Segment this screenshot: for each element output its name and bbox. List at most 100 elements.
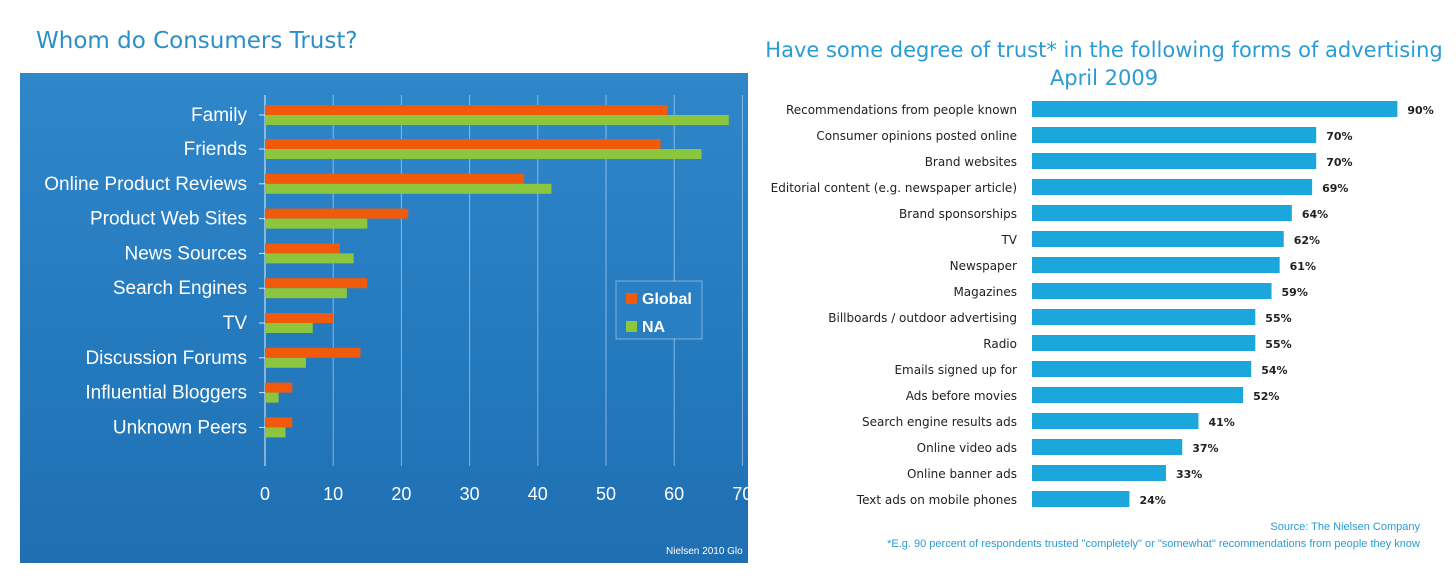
bar xyxy=(1032,361,1252,377)
bar-na xyxy=(265,427,286,438)
bar-na xyxy=(265,357,306,368)
bar-na xyxy=(265,392,279,403)
right-chart-title-line-2: April 2009 xyxy=(1049,66,1159,90)
category-label: Billboards / outdoor advertising xyxy=(828,311,1017,325)
category-label: Consumer opinions posted online xyxy=(816,129,1017,143)
bar xyxy=(1032,439,1183,455)
bar-global xyxy=(265,105,668,115)
bar xyxy=(1032,231,1284,247)
bar-global xyxy=(265,313,334,323)
category-label: Brand sponsorships xyxy=(899,207,1017,221)
bar xyxy=(1032,387,1244,403)
value-label: 70% xyxy=(1326,156,1352,169)
value-label: 52% xyxy=(1253,390,1279,403)
right-chart-footnote: *E.g. 90 percent of respondents trusted … xyxy=(887,538,1420,550)
category-label: Radio xyxy=(983,337,1017,351)
bar-global xyxy=(265,173,525,184)
right-chart-source: Source: The Nielsen Company xyxy=(1270,521,1420,533)
category-label: Text ads on mobile phones xyxy=(856,493,1017,507)
legend-label: Global xyxy=(642,291,692,308)
bar xyxy=(1032,153,1317,169)
value-label: 90% xyxy=(1407,104,1433,117)
category-label: Discussion Forums xyxy=(85,348,247,369)
right-chart-svg: Recommendations from people known 90% Cons… xyxy=(771,101,1434,507)
category-label: Recommendations from people known xyxy=(786,103,1017,117)
value-label: 62% xyxy=(1294,234,1320,247)
bar-global xyxy=(265,382,293,393)
value-label: 59% xyxy=(1282,286,1308,299)
right-chart-title: Have some degree of trust* in the follow… xyxy=(760,36,1448,92)
bar-global xyxy=(265,347,361,358)
value-label: 54% xyxy=(1261,364,1287,377)
bar-global xyxy=(265,243,341,254)
value-label: 33% xyxy=(1176,468,1202,481)
category-label: Newspaper xyxy=(950,259,1017,273)
value-label: 24% xyxy=(1139,494,1165,507)
bar xyxy=(1032,205,1292,221)
category-label: Editorial content (e.g. newspaper articl… xyxy=(771,181,1017,195)
category-label: Unknown Peers xyxy=(113,417,247,438)
bar-na xyxy=(265,183,552,194)
bar xyxy=(1032,257,1280,273)
x-tick-label: 60 xyxy=(664,484,684,504)
left-chart-title: Whom do Consumers Trust? xyxy=(36,28,358,54)
bar xyxy=(1032,101,1398,117)
category-label: Online Product Reviews xyxy=(44,174,247,195)
x-tick-label: 10 xyxy=(323,484,343,504)
bar-na xyxy=(265,115,729,125)
bar xyxy=(1032,335,1256,351)
category-label: TV xyxy=(223,313,248,334)
category-label: TV xyxy=(1000,233,1017,247)
x-tick-label: 50 xyxy=(596,484,616,504)
category-label: Magazines xyxy=(953,285,1017,299)
bar xyxy=(1032,127,1317,143)
bar-na xyxy=(265,149,702,159)
x-tick-label: 40 xyxy=(528,484,548,504)
x-tick-label: 0 xyxy=(260,484,270,504)
category-label: Emails signed up for xyxy=(894,363,1017,377)
value-label: 69% xyxy=(1322,182,1348,195)
category-label: Ads before movies xyxy=(906,389,1017,403)
category-label: Friends xyxy=(184,139,247,160)
value-label: 64% xyxy=(1302,208,1328,221)
bar xyxy=(1032,413,1199,429)
category-label: Influential Bloggers xyxy=(85,383,247,404)
category-label: Brand websites xyxy=(925,155,1017,169)
right-chart-title-line-1: Have some degree of trust* in the follow… xyxy=(765,38,1443,62)
x-tick-label: 30 xyxy=(460,484,480,504)
bar-global xyxy=(265,417,293,428)
category-label: Online banner ads xyxy=(907,467,1017,481)
category-label: Online video ads xyxy=(917,441,1017,455)
bar-na xyxy=(265,218,368,229)
left-chart-panel: 0 10 20 30 40 50 60 70 Family Friends Online Produ… xyxy=(20,73,748,563)
bar-na xyxy=(265,288,347,299)
value-label: 55% xyxy=(1265,312,1291,325)
x-tick-label: 20 xyxy=(391,484,411,504)
category-label: Search engine results ads xyxy=(862,415,1017,429)
category-label: Product Web Sites xyxy=(90,209,247,230)
bar-na xyxy=(265,323,313,333)
bar xyxy=(1032,283,1272,299)
category-label: Family xyxy=(191,105,247,126)
category-label: Search Engines xyxy=(113,278,247,299)
x-tick-label: 70 xyxy=(732,484,748,504)
value-label: 55% xyxy=(1265,338,1291,351)
category-label: News Sources xyxy=(125,243,248,264)
left-chart-svg: 0 10 20 30 40 50 60 70 Family Friends Online Produ… xyxy=(44,95,748,557)
bar xyxy=(1032,465,1166,481)
value-label: 61% xyxy=(1290,260,1316,273)
bar-global xyxy=(265,278,368,289)
bar xyxy=(1032,491,1130,507)
legend-swatch xyxy=(626,321,637,332)
bar xyxy=(1032,309,1256,325)
legend-label: NA xyxy=(642,319,666,336)
legend-swatch xyxy=(626,293,637,304)
bar-global xyxy=(265,139,661,149)
bar-global xyxy=(265,208,409,219)
value-label: 70% xyxy=(1326,130,1352,143)
bar xyxy=(1032,179,1313,195)
bar-na xyxy=(265,253,354,264)
left-chart-footer: Nielsen 2010 Glo xyxy=(666,546,743,557)
value-label: 41% xyxy=(1208,416,1234,429)
value-label: 37% xyxy=(1192,442,1218,455)
